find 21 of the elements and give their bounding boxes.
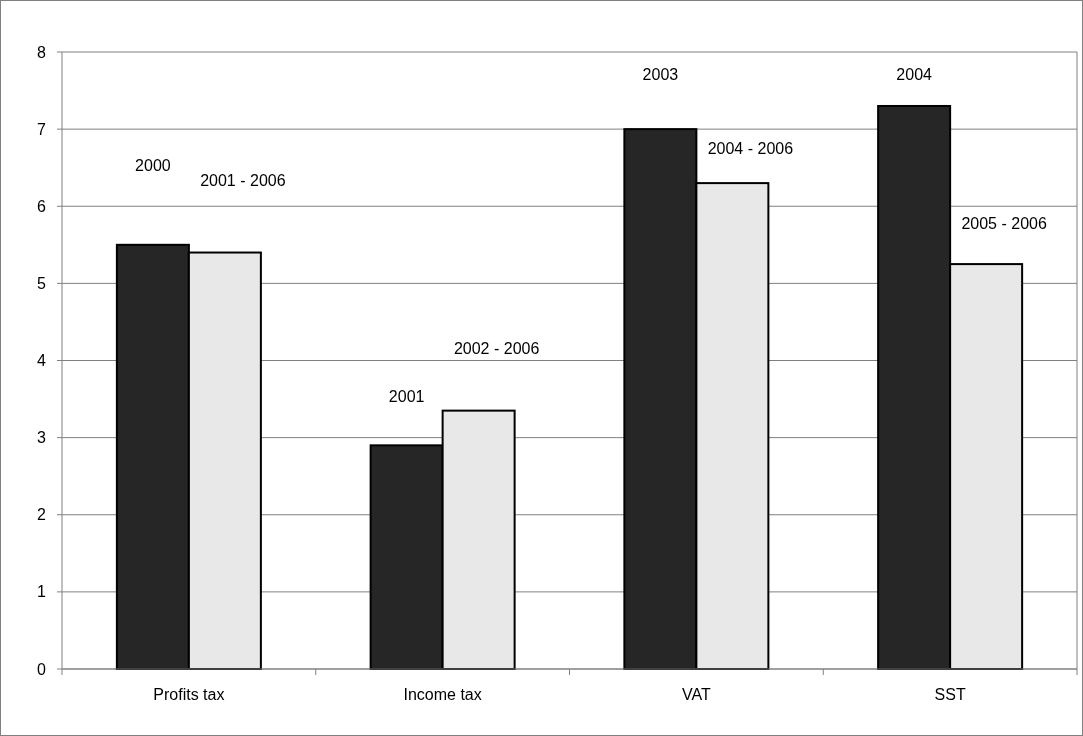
y-tick-label: 0: [37, 660, 47, 678]
annotation: 2005 - 2006: [961, 214, 1047, 232]
y-tick-label: 1: [37, 583, 47, 601]
y-tick-label: 4: [37, 352, 47, 370]
annotation: 2001: [388, 387, 425, 405]
x-tick-label: Income tax: [403, 686, 482, 703]
y-tick-label: 3: [37, 429, 47, 447]
annotation: 2004: [896, 65, 933, 83]
y-tick-label: 2: [37, 506, 47, 524]
annotation: 2004 - 2006: [707, 139, 794, 157]
y-tick-label: 7: [37, 120, 47, 138]
annotation: 2003: [642, 65, 679, 83]
x-tick-label: VAT: [682, 686, 711, 703]
x-tick-label: Profits tax: [153, 686, 225, 703]
annotation: 2002 - 2006: [453, 340, 540, 358]
y-tick-label: 6: [37, 197, 47, 215]
annotation: 2001 - 2006: [200, 172, 286, 190]
annotation: 2000: [135, 157, 171, 175]
x-tick-label: SST: [934, 686, 966, 703]
y-tick-label: 8: [37, 43, 47, 61]
y-tick-label: 5: [37, 274, 47, 292]
